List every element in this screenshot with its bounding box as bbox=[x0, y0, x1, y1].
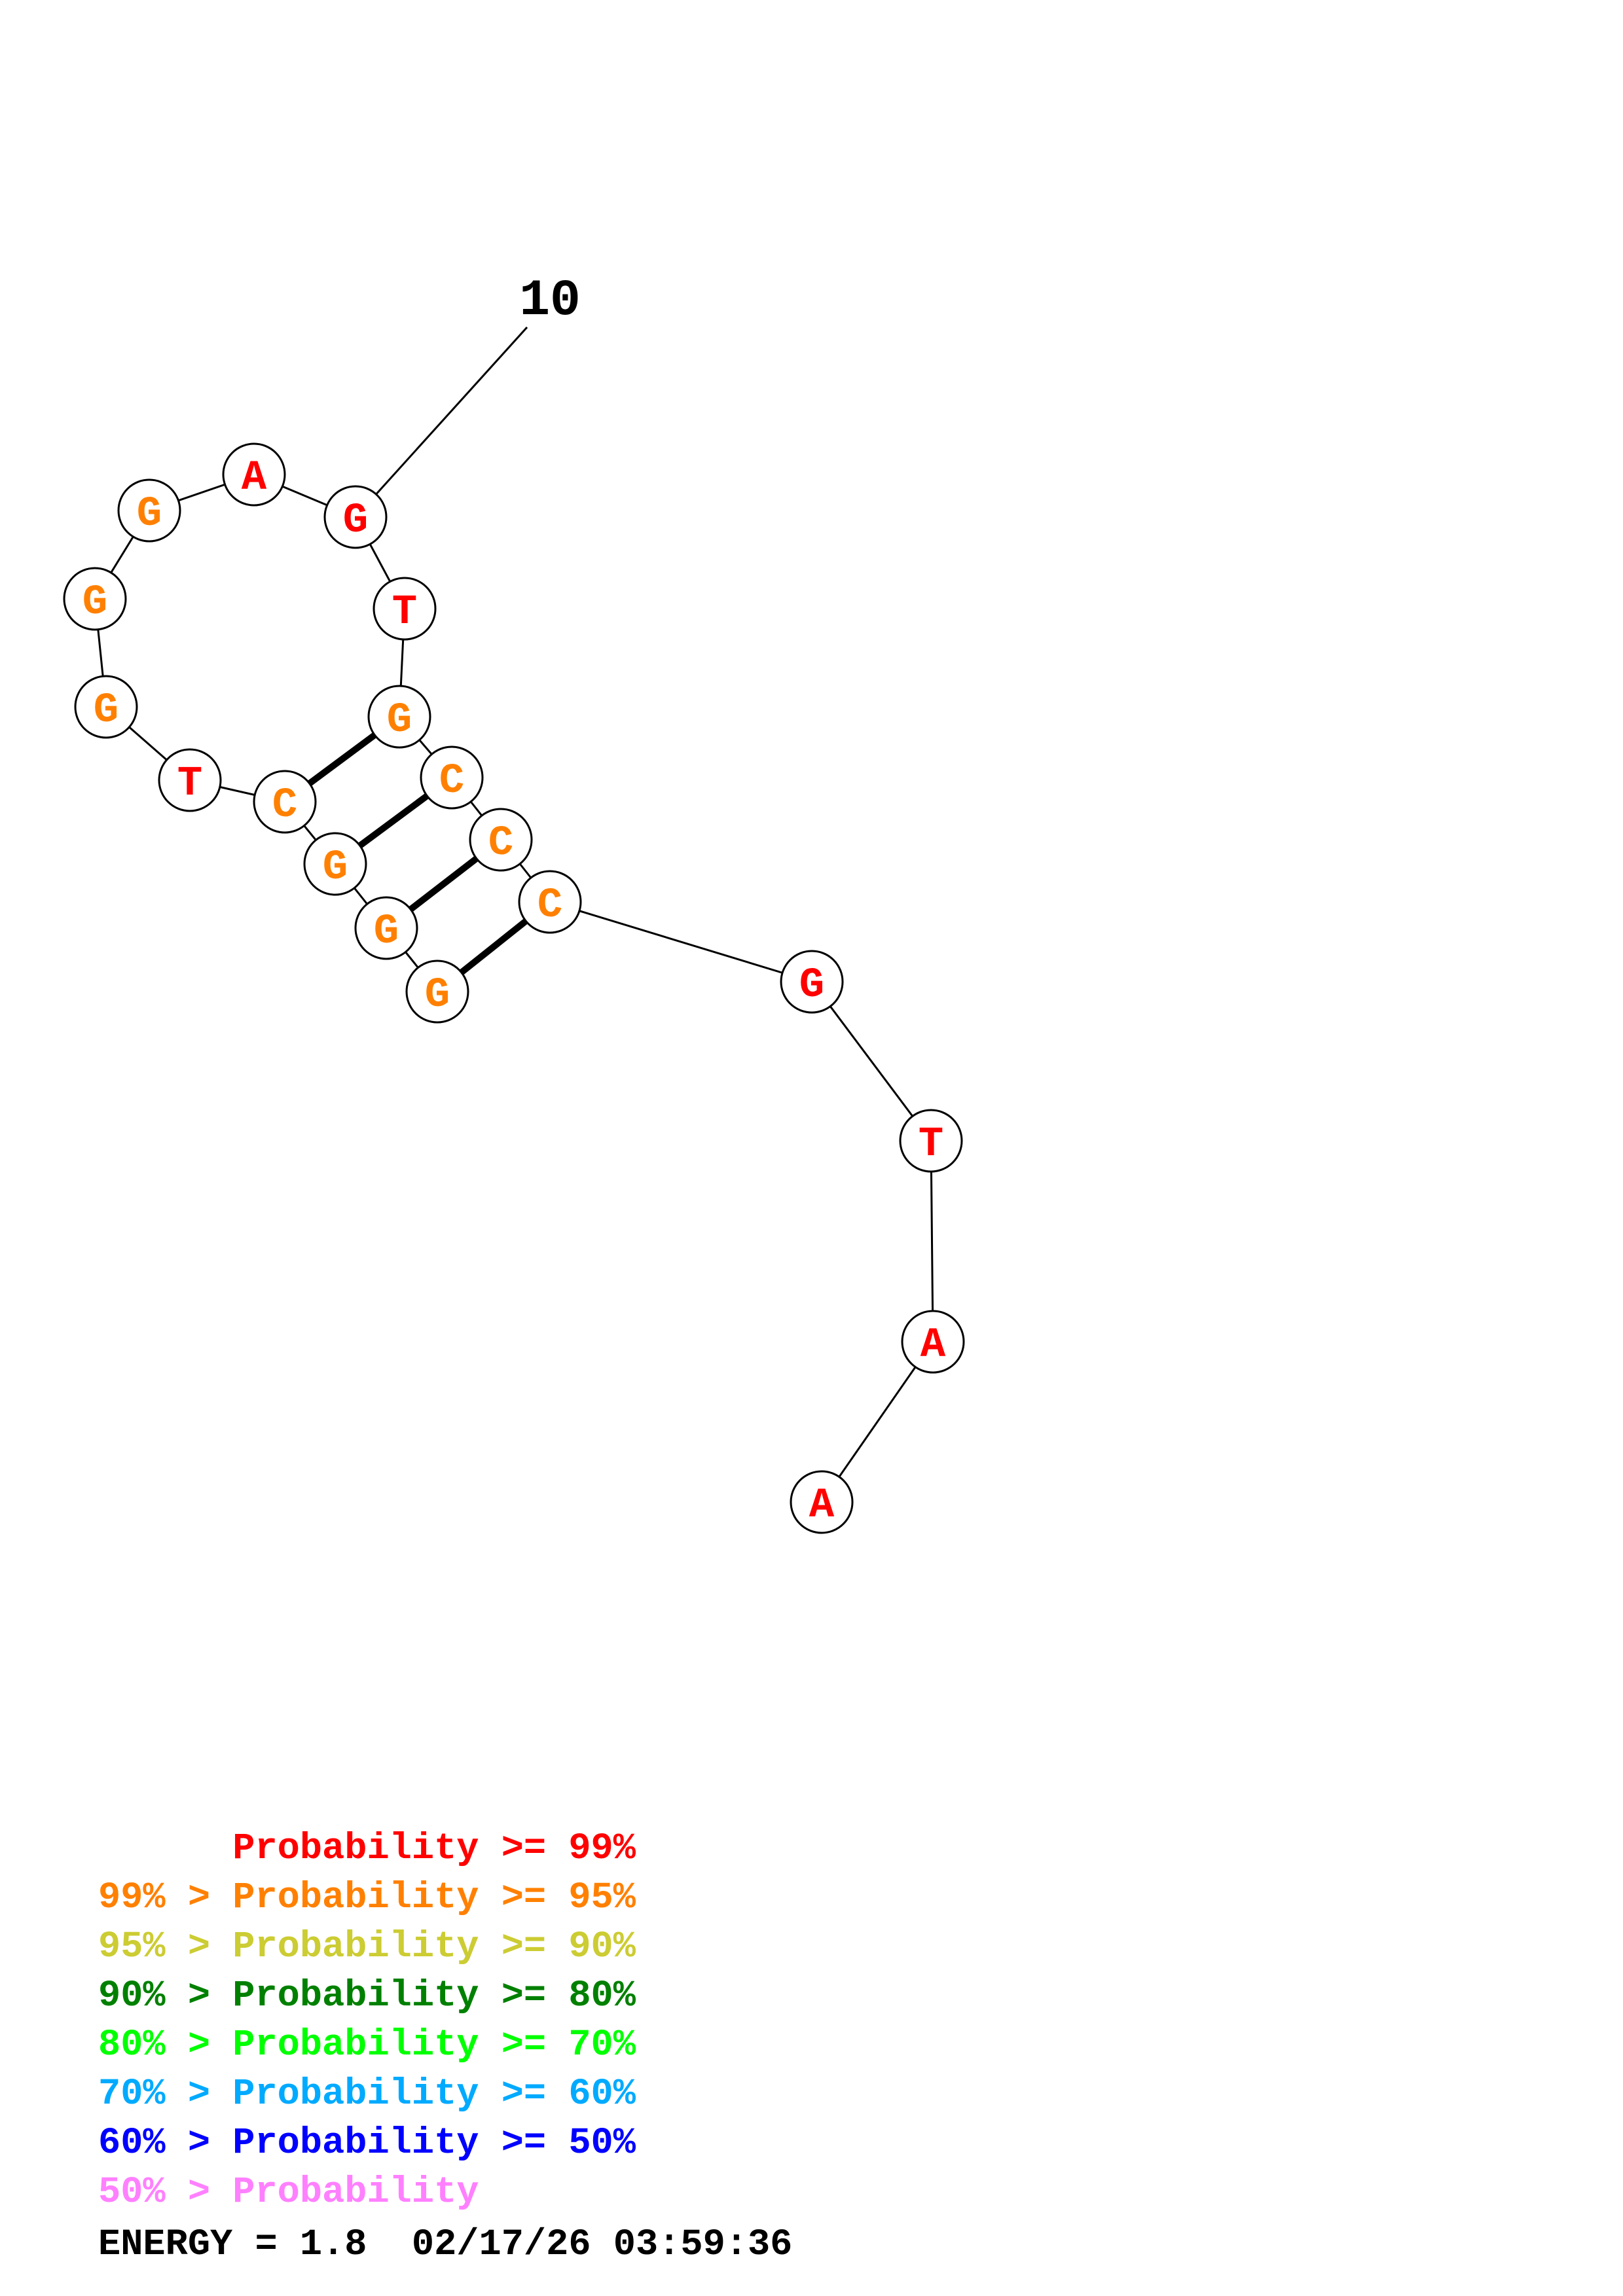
nucleotide-14: G bbox=[74, 675, 138, 739]
nucleotide-base: A bbox=[242, 455, 267, 502]
nucleotide-3: T bbox=[899, 1109, 963, 1173]
nucleotide-base: G bbox=[425, 972, 450, 1019]
nucleotide-circle bbox=[901, 1310, 965, 1374]
backbone-segment bbox=[820, 1341, 934, 1503]
nucleotide-circle bbox=[469, 808, 533, 872]
legend-prefix: 90% > bbox=[98, 1975, 233, 2017]
backbone-segment bbox=[549, 901, 812, 983]
legend-text: Probability bbox=[232, 2172, 479, 2214]
nucleotide-circle bbox=[63, 567, 127, 631]
nucleotide-circle bbox=[405, 960, 469, 1024]
legend-prefix: 99% > bbox=[98, 1877, 233, 1919]
nucleotide-circle bbox=[117, 478, 181, 543]
nucleotide-circle bbox=[323, 485, 388, 549]
index-label-connector bbox=[354, 326, 528, 518]
nucleotide-10: G bbox=[323, 485, 388, 549]
legend-text: Probability >= 80% bbox=[232, 1975, 636, 2017]
nucleotide-base: C bbox=[538, 882, 562, 929]
nucleotide-circle bbox=[303, 832, 367, 896]
nucleotide-1: A bbox=[790, 1470, 854, 1534]
nucleotide-circle bbox=[780, 950, 844, 1014]
nucleotide-circle bbox=[518, 870, 582, 934]
backbone-lines bbox=[94, 326, 934, 1503]
backbone-segment bbox=[930, 1140, 934, 1342]
nucleotide-base: C bbox=[488, 820, 513, 867]
legend-prefix: 70% > bbox=[98, 2073, 233, 2115]
nucleotide-16: C bbox=[253, 770, 317, 834]
energy-footer: ENERGY = 1.8 02/17/26 03:59:36 bbox=[98, 2224, 792, 2266]
nucleotide-6: C bbox=[469, 808, 533, 872]
legend-text: Probability >= 95% bbox=[232, 1877, 636, 1919]
legend-text: Probability >= 50% bbox=[232, 2123, 636, 2164]
nucleotide-17: G bbox=[303, 832, 367, 896]
legend-prefix bbox=[98, 1828, 232, 1870]
legend-line: 99% > Probability >= 95% bbox=[98, 1874, 636, 1923]
legend-prefix: 80% > bbox=[98, 2024, 233, 2066]
nucleotide-15: T bbox=[158, 748, 222, 812]
legend-text: Probability >= 90% bbox=[232, 1926, 636, 1968]
nucleotide-base: T bbox=[392, 589, 417, 636]
nucleotide-5: C bbox=[518, 870, 582, 934]
nucleotide-base: G bbox=[343, 497, 368, 545]
nucleotide-base: A bbox=[809, 1482, 835, 1530]
nucleotide-base: G bbox=[374, 908, 399, 956]
nucleotide-circle bbox=[222, 442, 286, 507]
nucleotide-8: G bbox=[367, 685, 431, 749]
nucleotide-base: C bbox=[272, 782, 297, 829]
nucleotide-9: T bbox=[373, 577, 437, 641]
energy-value: ENERGY = 1.8 bbox=[98, 2224, 367, 2266]
legend-line: 50% > Probability bbox=[98, 2168, 636, 2217]
legend-line: 60% > Probability >= 50% bbox=[98, 2119, 636, 2168]
nucleotide-circle bbox=[253, 770, 317, 834]
nucleotide-base: C bbox=[439, 758, 464, 805]
legend-line: 90% > Probability >= 80% bbox=[98, 1972, 636, 2021]
nucleotide-base: G bbox=[82, 579, 107, 626]
nucleotide-circle bbox=[354, 896, 418, 960]
nucleotide-circle bbox=[790, 1470, 854, 1534]
nucleotide-13: G bbox=[63, 567, 127, 631]
nucleotide-base: G bbox=[799, 962, 824, 1009]
legend-prefix: 50% > bbox=[98, 2172, 233, 2214]
nucleotide-base: G bbox=[323, 844, 348, 891]
legend-line: Probability >= 99% bbox=[98, 1825, 636, 1874]
nucleotide-4: G bbox=[780, 950, 844, 1014]
legend-line: 70% > Probability >= 60% bbox=[98, 2070, 636, 2119]
nucleotide-base: G bbox=[387, 697, 412, 744]
index-label-10: 10 bbox=[519, 272, 581, 330]
legend-line: 95% > Probability >= 90% bbox=[98, 1923, 636, 1972]
nucleotide-circle bbox=[74, 675, 138, 739]
nucleotide-circle bbox=[158, 748, 222, 812]
legend-text: Probability >= 70% bbox=[232, 2024, 636, 2066]
nucleotide-base: A bbox=[921, 1322, 946, 1369]
legend-text: Probability >= 60% bbox=[232, 2073, 636, 2115]
nucleotide-7: C bbox=[420, 745, 484, 810]
legend-text: Probability >= 99% bbox=[232, 1828, 636, 1870]
nucleotide-circle bbox=[420, 745, 484, 810]
nucleotide-11: A bbox=[222, 442, 286, 507]
legend-line: 80% > Probability >= 70% bbox=[98, 2021, 636, 2070]
nucleotide-base: G bbox=[94, 687, 119, 734]
timestamp: 02/17/26 03:59:36 bbox=[411, 2224, 793, 2266]
nucleotide-2: A bbox=[901, 1310, 965, 1374]
nucleotide-base: G bbox=[137, 491, 162, 538]
backbone-segment bbox=[811, 981, 932, 1141]
nucleotide-circle bbox=[373, 577, 437, 641]
nucleotide-circle bbox=[367, 685, 431, 749]
probability-legend: Probability >= 99% 99% > Probability >= 9… bbox=[98, 1825, 636, 2217]
nucleotide-18: G bbox=[354, 896, 418, 960]
nucleotide-19: G bbox=[405, 960, 469, 1024]
nucleotide-base: T bbox=[177, 761, 202, 808]
nucleotide-circle bbox=[899, 1109, 963, 1173]
legend-prefix: 60% > bbox=[98, 2123, 233, 2164]
nucleotide-base: T bbox=[919, 1121, 943, 1168]
nucleotide-12: G bbox=[117, 478, 181, 543]
legend-prefix: 95% > bbox=[98, 1926, 233, 1968]
